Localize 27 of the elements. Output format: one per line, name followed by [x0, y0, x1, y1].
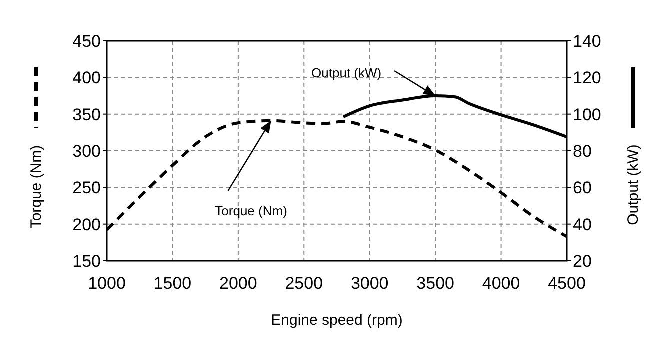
x-tick-label: 1000: [88, 274, 126, 294]
y2-tick-label: 100: [573, 105, 602, 124]
y2-tick-label: 20: [573, 252, 592, 272]
y-tick-label: 150: [72, 252, 101, 272]
x-axis-title: Engine speed (rpm): [271, 312, 403, 329]
y2-tick-label: 140: [573, 32, 602, 52]
x-tick-label: 3500: [416, 274, 454, 294]
y-tick-label: 400: [72, 68, 101, 88]
y-axis-title: Torque (Nm): [28, 145, 45, 229]
y-tick-label: 450: [72, 32, 101, 52]
annotation: Torque (Nm): [215, 203, 288, 218]
y2-tick-label: 120: [573, 68, 602, 88]
y2-axis-title: Output (kW): [625, 144, 642, 226]
x-tick-label: 1500: [154, 274, 192, 294]
y2-tick-label: 80: [573, 142, 592, 162]
x-tick-label: 3000: [350, 274, 389, 294]
y-tick-label: 350: [72, 105, 101, 124]
y-tick-label: 300: [72, 142, 101, 162]
y2-tick-label: 60: [573, 178, 592, 198]
x-tick-label: 2000: [220, 274, 258, 294]
x-tick-label: 4500: [548, 274, 586, 294]
y-tick-label: 250: [72, 178, 101, 198]
annotation: Output (kW): [312, 66, 382, 80]
y2-tick-label: 40: [573, 215, 592, 234]
x-tick-label: 4000: [482, 274, 520, 294]
y-tick-label: 200: [72, 215, 101, 234]
x-tick-label: 2500: [285, 274, 324, 294]
